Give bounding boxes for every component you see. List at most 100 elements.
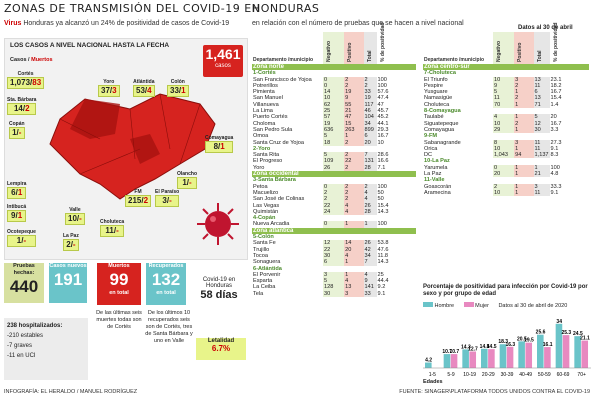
dept-cortes: Cortés 1,073/83 xyxy=(7,71,45,89)
table-row: Esparta 5 4 9 44.4 xyxy=(252,278,416,285)
table-row: Sonaguera 6 1 7 14.3 xyxy=(252,259,416,266)
dept-deaths: - xyxy=(18,128,22,137)
dept-olancho: Olancho 1/- xyxy=(177,171,198,189)
positive-cell: 1 xyxy=(514,171,534,178)
x-tick-label: 50-59 xyxy=(538,372,551,378)
dept-name: Valle xyxy=(69,207,81,213)
table-row: Santa Fe 12 14 26 53.8 xyxy=(252,240,416,247)
x-tick-label: 40-49 xyxy=(519,372,532,378)
total-cell: 141 xyxy=(363,284,377,291)
table-row: Villanueva 62 55 117 47 xyxy=(252,101,416,109)
total-cell: 46 xyxy=(363,108,377,115)
municipality-cell: Santa Cruz de Yojoa xyxy=(253,139,305,146)
percent-cell: 9.1 xyxy=(549,145,589,153)
col-dept: Departamento /municipio xyxy=(424,57,485,63)
positive-cell: 2 xyxy=(514,95,534,102)
positive-cell: 1 xyxy=(514,114,534,121)
chart-legend: Hombre Mujer Datos al 30 de abril de 202… xyxy=(423,302,591,312)
hospitalized-box: 238 hospitalizados: -210 estables -7 gra… xyxy=(4,318,88,380)
positive-cell: 1 xyxy=(514,164,534,172)
bar-hombre-2 xyxy=(462,349,469,368)
page-title-left: ZONAS DE TRANSMISIÓN DEL COVID-19 EN xyxy=(4,2,261,15)
percent-cell: 57.6 xyxy=(376,89,416,96)
dept-valle: Valle 10/- xyxy=(65,207,85,225)
dept-value: 1/- xyxy=(177,177,198,189)
group-label: 3-Santa Bárbara xyxy=(253,177,296,184)
dept-colon: Colón 33/1 xyxy=(167,79,189,97)
honduras-map xyxy=(49,93,216,200)
x-tick-label: 1-5 xyxy=(429,372,436,378)
recovered-sub: en total xyxy=(156,290,176,296)
percent-cell: 47.4 xyxy=(376,95,416,102)
zone-row: Zona atlántica xyxy=(252,227,416,235)
total-cell: 1 xyxy=(533,164,550,172)
positivity-table-b: Departamento /municipio Negativo Positiv… xyxy=(423,23,589,197)
total-cases-label: casos xyxy=(215,63,231,69)
virus-days-block: Covid-19 en Honduras 58 días xyxy=(190,277,248,301)
positive-cell: 2 xyxy=(514,82,534,90)
dept-yoro: Yoro 37/3 xyxy=(98,79,120,97)
dept-name: Colón xyxy=(170,79,185,85)
positive-cell: 2 xyxy=(344,183,364,190)
table-row: Comayagua 29 1 30 3.3 xyxy=(423,126,589,134)
legend-deaths: Muertos xyxy=(31,57,53,63)
legend-cases: Casos / xyxy=(10,57,30,63)
positive-cell: 4 xyxy=(344,208,364,216)
positive-cell: 15 xyxy=(344,120,364,127)
municipality-cell: San Manuel xyxy=(253,95,283,102)
subtitle-2: en relación con el número de pruebas que… xyxy=(252,20,464,27)
municipality-cell: La Ceiba xyxy=(253,284,276,291)
negative-cell: 0 xyxy=(322,183,345,190)
negative-cell: 19 xyxy=(322,120,345,127)
bar-value-label: 34 xyxy=(556,319,562,325)
total-cell: 2 xyxy=(363,76,377,83)
zone-label: Zona occidental xyxy=(252,171,416,178)
total-cell: 34 xyxy=(363,120,377,127)
dept-value: 8/1 xyxy=(205,141,234,153)
hospitalized-icu: -11 en UCI xyxy=(7,353,36,359)
table-row: Santa Cruz de Yojoa 18 2 20 10 xyxy=(252,139,416,146)
total-cell: 33 xyxy=(363,290,377,297)
bar-hombre-7 xyxy=(555,323,563,368)
table-row: Orica 10 1 11 9.1 xyxy=(423,145,589,153)
percent-cell: 7.1 xyxy=(376,164,416,172)
table-row: La Paz 20 1 21 4.8 xyxy=(423,171,589,178)
dept-value: 33/1 xyxy=(167,85,189,97)
bar-value-label: 16.1 xyxy=(543,342,553,348)
dept-copan: Copán 1/- xyxy=(9,121,25,139)
table-row: Las Vegas 22 4 26 15.4 xyxy=(252,202,416,209)
positive-cell: 4 xyxy=(344,252,364,260)
total-cell: 7 xyxy=(363,259,377,266)
total-cell: 11 xyxy=(533,145,550,153)
chart-note: Datos al 30 de abril de 2020 xyxy=(498,303,568,309)
municipality-cell: DC xyxy=(424,152,433,159)
positive-cell: 2 xyxy=(344,164,364,172)
dept-name: Atlántida xyxy=(133,79,155,85)
bar-hombre-1 xyxy=(443,354,451,368)
positive-cell: 2 xyxy=(344,189,364,197)
percent-cell: 25 xyxy=(376,271,416,279)
group-row: 5-Colón xyxy=(252,234,416,240)
dept-name: Choluteca xyxy=(100,219,125,225)
bar-mujer-5 xyxy=(525,342,533,368)
group-label: 11-Valle xyxy=(424,177,445,184)
percent-cell: 27.3 xyxy=(549,139,589,146)
bar-value-label: 14.3 xyxy=(461,344,471,350)
negative-cell: 5 xyxy=(492,89,515,96)
total-cell: 7 xyxy=(363,152,377,159)
dept-cases: 10 xyxy=(68,214,77,223)
negative-cell: 8 xyxy=(492,139,515,146)
dept-value: 215/2 xyxy=(125,195,152,207)
x-tick-label: 30-39 xyxy=(501,372,514,378)
negative-cell: 0 xyxy=(322,221,345,228)
positive-cell: 1 xyxy=(514,126,534,134)
virus-label: Covid-19 en Honduras xyxy=(202,277,236,289)
dept-name: Olancho xyxy=(177,171,198,177)
municipality-cell: Choluteca xyxy=(424,101,450,108)
table-row: Choluteca 70 1 71 1.4 xyxy=(423,101,589,109)
percent-cell: 16.6 xyxy=(376,158,416,165)
date-label: Datos al 30 de abril xyxy=(518,25,573,31)
x-tick-label: 60-69 xyxy=(557,372,570,378)
negative-cell: 24 xyxy=(322,208,345,216)
dept-deaths: 2 xyxy=(25,104,30,113)
